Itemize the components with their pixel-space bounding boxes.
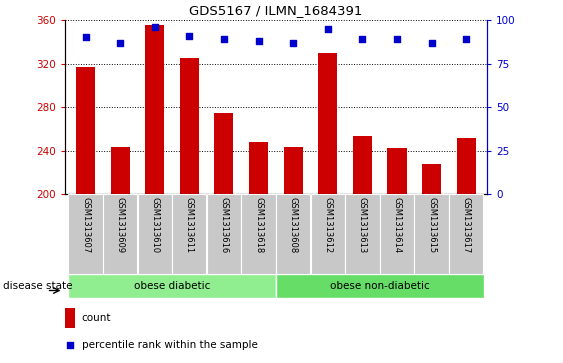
Bar (65, 309, 75, 328)
Bar (311, 194, 345, 274)
Text: GSM1313613: GSM1313613 (358, 197, 367, 253)
Text: GSM1313607: GSM1313607 (81, 197, 90, 253)
Bar (103, 194, 137, 274)
Bar (318, 53, 337, 194)
Bar (145, 25, 164, 194)
Bar (449, 194, 484, 274)
Text: GSM1313615: GSM1313615 (427, 197, 436, 253)
Bar (345, 194, 379, 274)
Text: GSM1313612: GSM1313612 (323, 197, 332, 253)
Point (392, 36, 401, 42)
Text: obese diabetic: obese diabetic (134, 281, 210, 291)
Point (220, 36, 229, 42)
Bar (137, 194, 172, 274)
Bar (207, 194, 241, 274)
Bar (180, 58, 199, 194)
Bar (76, 67, 95, 194)
Point (323, 26, 332, 32)
Bar (380, 194, 414, 274)
Bar (457, 138, 476, 194)
Text: disease state: disease state (3, 281, 72, 291)
Bar (353, 136, 372, 194)
Bar (249, 142, 268, 194)
Text: GSM1313614: GSM1313614 (392, 197, 401, 253)
Text: percentile rank within the sample: percentile rank within the sample (82, 339, 257, 350)
Point (289, 40, 298, 45)
Bar (276, 274, 484, 298)
Text: obese non-diabetic: obese non-diabetic (330, 281, 430, 291)
Bar (110, 147, 129, 194)
Point (185, 33, 194, 38)
Bar (215, 113, 234, 194)
Bar (414, 194, 449, 274)
Bar (284, 147, 303, 194)
Point (150, 24, 159, 30)
Point (115, 40, 124, 45)
Title: GDS5167 / ILMN_1684391: GDS5167 / ILMN_1684391 (189, 4, 363, 17)
Point (427, 40, 436, 45)
Point (254, 38, 263, 44)
Bar (242, 194, 276, 274)
Bar (276, 194, 310, 274)
Text: GSM1313609: GSM1313609 (115, 197, 124, 253)
Text: GSM1313617: GSM1313617 (462, 197, 471, 253)
Text: count: count (82, 313, 111, 323)
Bar (387, 148, 406, 194)
Bar (172, 194, 207, 274)
Text: GSM1313616: GSM1313616 (220, 197, 229, 253)
Text: GSM1313608: GSM1313608 (289, 197, 298, 253)
Bar (68, 274, 276, 298)
Point (462, 36, 471, 42)
Text: GSM1313610: GSM1313610 (150, 197, 159, 253)
Text: GSM1313618: GSM1313618 (254, 197, 263, 253)
Text: GSM1313611: GSM1313611 (185, 197, 194, 253)
Bar (422, 164, 441, 194)
Point (358, 36, 367, 42)
Point (81, 34, 90, 40)
Bar (68, 194, 102, 274)
Point (66, 342, 75, 347)
